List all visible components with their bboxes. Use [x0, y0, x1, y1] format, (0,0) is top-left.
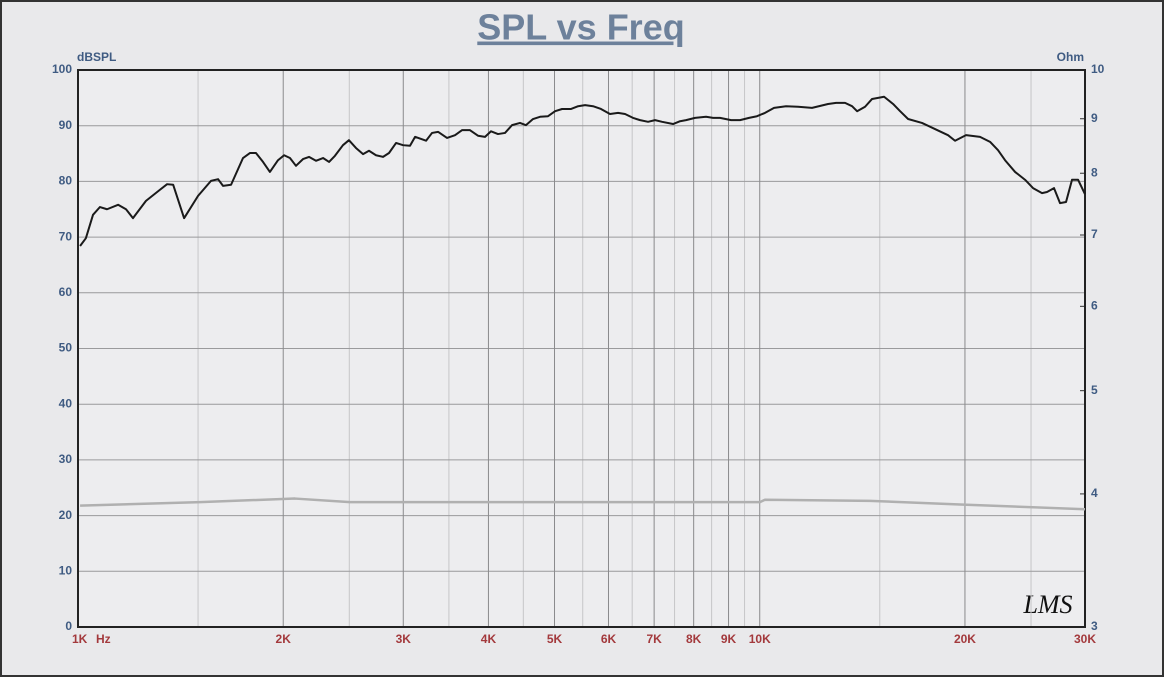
y-tick-label: 10	[59, 563, 73, 577]
y2-axis-label: Ohm	[1057, 50, 1084, 64]
y-tick-label: 80	[59, 174, 73, 188]
x-tick-label: 6K	[601, 632, 617, 646]
y-tick-label: 30	[59, 452, 73, 466]
data-line	[79, 95, 1086, 247]
x-tick-label: 5K	[547, 632, 563, 646]
x-tick-label: 8K	[686, 632, 702, 646]
y2-tick-label: 4	[1091, 486, 1098, 500]
chart-title: SPL vs Freq	[477, 7, 684, 48]
y2-tick-label: 8	[1091, 165, 1098, 179]
x-axis-label: Hz	[96, 632, 111, 646]
y-tick-label: 100	[52, 62, 72, 76]
y-tick-label: 0	[65, 619, 72, 633]
x-tick-label: 30K	[1074, 632, 1096, 646]
x-tick-label: 1K	[72, 632, 88, 646]
x-tick-label: 4K	[481, 632, 497, 646]
y2-tick-label: 10	[1091, 62, 1105, 76]
y-tick-label: 70	[59, 229, 73, 243]
x-tick-label: 10K	[749, 632, 771, 646]
data-line	[80, 497, 1086, 511]
y-tick-label: 50	[59, 341, 73, 355]
y-axis-label: dBSPL	[77, 50, 116, 64]
x-tick-label: 2K	[276, 632, 292, 646]
x-tick-label: 7K	[646, 632, 662, 646]
x-tick-label: 20K	[954, 632, 976, 646]
x-tick-label: 3K	[396, 632, 412, 646]
y-tick-label: 20	[59, 508, 73, 522]
y2-tick-label: 3	[1091, 619, 1098, 633]
y2-tick-label: 6	[1091, 298, 1098, 312]
plot-border	[77, 69, 1086, 628]
y-tick-label: 90	[59, 118, 73, 132]
y-tick-label: 40	[59, 396, 73, 410]
y2-tick-label: 7	[1091, 227, 1098, 241]
y2-tick-label: 5	[1091, 383, 1098, 397]
y-tick-label: 60	[59, 285, 73, 299]
x-tick-label: 9K	[721, 632, 737, 646]
logo: LMS	[1022, 590, 1072, 619]
y2-tick-label: 9	[1091, 111, 1098, 125]
